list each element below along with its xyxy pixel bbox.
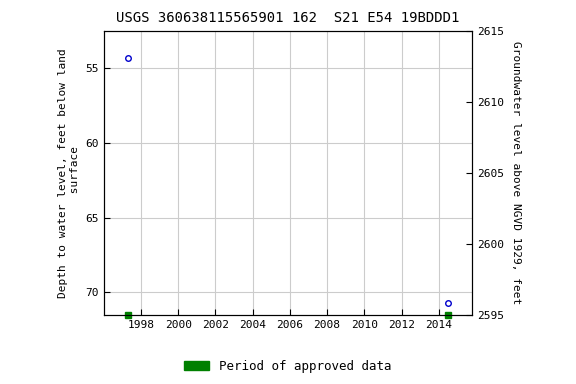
Y-axis label: Depth to water level, feet below land
 surface: Depth to water level, feet below land su… <box>58 48 79 298</box>
Legend: Period of approved data: Period of approved data <box>179 355 397 378</box>
Y-axis label: Groundwater level above NGVD 1929, feet: Groundwater level above NGVD 1929, feet <box>511 41 521 305</box>
Title: USGS 360638115565901 162  S21 E54 19BDDD1: USGS 360638115565901 162 S21 E54 19BDDD1 <box>116 12 460 25</box>
